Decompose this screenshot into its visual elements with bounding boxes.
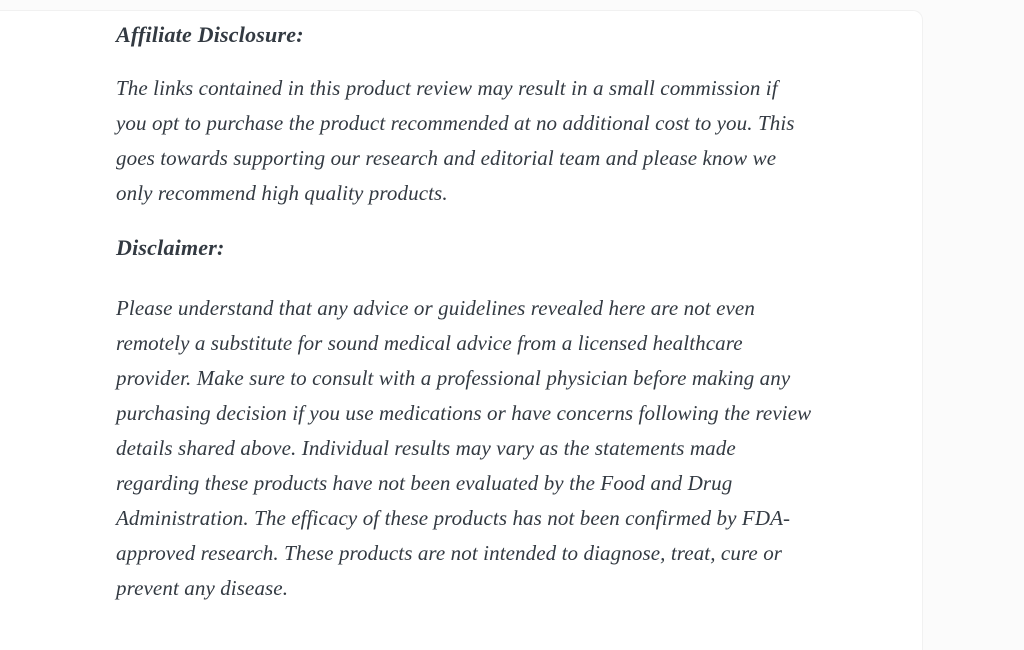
content-card: Affiliate Disclosure: The links containe… bbox=[0, 10, 923, 650]
affiliate-disclosure-text: The links contained in this product revi… bbox=[116, 76, 795, 205]
affiliate-disclosure-heading: Affiliate Disclosure: bbox=[116, 22, 304, 47]
article-text-block: Affiliate Disclosure: The links containe… bbox=[0, 11, 924, 606]
disclaimer-text: Please understand that any advice or gui… bbox=[116, 296, 812, 600]
disclaimer-heading: Disclaimer: bbox=[116, 235, 225, 260]
